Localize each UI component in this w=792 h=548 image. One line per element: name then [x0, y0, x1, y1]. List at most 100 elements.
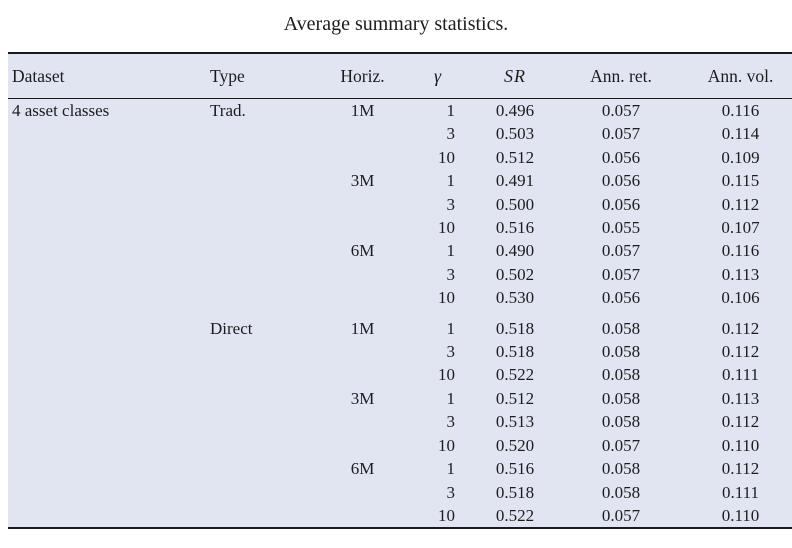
- cell-gamma: 10: [438, 218, 455, 238]
- summary-statistics-table: Dataset Type Horiz. γ SR Ann. ret. Ann. …: [8, 52, 792, 530]
- cell-ann-vol: 0.115: [721, 171, 760, 191]
- cell-ann-vol: 0.112: [721, 342, 760, 362]
- table-row: 3 0.502 0.057 0.113: [8, 263, 792, 286]
- cell-dataset: [8, 387, 194, 410]
- cell-horizon: [315, 286, 410, 309]
- cell-ann-ret: 0.058: [601, 365, 641, 385]
- cell-ann-vol: 0.111: [722, 365, 759, 385]
- cell-ann-ret: 0.057: [601, 435, 641, 455]
- table-row: 10 0.522 0.057 0.110: [8, 504, 792, 528]
- cell-gamma: 10: [438, 288, 455, 308]
- cell-ann-vol: 0.116: [721, 101, 760, 120]
- cell-sr: 0.522: [495, 505, 535, 525]
- cell-sr: 0.496: [495, 101, 535, 120]
- cell-gamma: 1: [446, 171, 456, 191]
- cell-ann-vol: 0.112: [721, 318, 760, 338]
- cell-type: [194, 239, 315, 262]
- cell-gamma: 1: [446, 318, 456, 338]
- cell-ann-ret: 0.057: [601, 264, 641, 284]
- cell-gamma: 3: [446, 194, 456, 214]
- cell-horizon: 6M: [350, 241, 375, 261]
- cell-dataset: [8, 146, 194, 169]
- cell-ann-vol: 0.107: [721, 218, 760, 238]
- col-header-sharpe-ratio: SR: [504, 65, 526, 86]
- cell-dataset: 4 asset classes: [12, 101, 110, 120]
- cell-type: [194, 363, 315, 386]
- cell-dataset: [8, 193, 194, 216]
- cell-ann-ret: 0.057: [601, 241, 641, 261]
- col-header-ann-ret: Ann. ret.: [590, 65, 652, 86]
- cell-ann-ret: 0.056: [601, 288, 641, 308]
- cell-horizon: 3M: [350, 388, 375, 408]
- cell-ann-ret: 0.058: [601, 482, 641, 502]
- table-row: 10 0.512 0.056 0.109: [8, 146, 792, 169]
- cell-ann-ret: 0.055: [601, 218, 641, 238]
- cell-ann-vol: 0.111: [722, 482, 759, 502]
- cell-type: [194, 263, 315, 286]
- cell-sr: 0.502: [495, 264, 535, 284]
- cell-dataset: [8, 457, 194, 480]
- cell-type: [194, 216, 315, 239]
- cell-ann-vol: 0.110: [721, 505, 760, 525]
- cell-ann-ret: 0.058: [601, 412, 641, 432]
- col-header-dataset: Dataset: [12, 65, 65, 86]
- cell-ann-vol: 0.114: [721, 124, 760, 144]
- cell-horizon: [315, 146, 410, 169]
- cell-type: [194, 286, 315, 309]
- cell-type: [194, 434, 315, 457]
- cell-horizon: [315, 193, 410, 216]
- cell-dataset: [8, 434, 194, 457]
- table-row: Direct 1M 1 0.518 0.058 0.112: [8, 310, 792, 340]
- cell-ann-ret: 0.058: [601, 388, 641, 408]
- cell-horizon: [315, 434, 410, 457]
- cell-ann-vol: 0.112: [721, 412, 760, 432]
- cell-ann-ret: 0.056: [601, 194, 641, 214]
- table-row: 3 0.518 0.058 0.112: [8, 340, 792, 363]
- cell-ann-vol: 0.109: [721, 147, 760, 167]
- cell-horizon: [315, 410, 410, 433]
- cell-ann-vol: 0.106: [721, 288, 760, 308]
- table-row: 6M 1 0.490 0.057 0.116: [8, 239, 792, 262]
- cell-type: [194, 504, 315, 528]
- cell-ann-vol: 0.112: [721, 194, 760, 214]
- cell-dataset: [8, 504, 194, 528]
- cell-sr: 0.530: [495, 288, 535, 308]
- cell-type: [194, 169, 315, 192]
- cell-ann-vol: 0.110: [721, 435, 760, 455]
- cell-ann-ret: 0.057: [601, 124, 641, 144]
- table-row: 3 0.503 0.057 0.114: [8, 122, 792, 145]
- cell-dataset: [8, 410, 194, 433]
- cell-sr: 0.513: [495, 412, 535, 432]
- table-row: 6M 1 0.516 0.058 0.112: [8, 457, 792, 480]
- cell-sr: 0.500: [495, 194, 535, 214]
- cell-horizon: 6M: [350, 459, 375, 479]
- cell-type: [194, 193, 315, 216]
- col-header-ann-vol: Ann. vol.: [707, 65, 774, 86]
- cell-gamma: 1: [446, 388, 456, 408]
- cell-sr: 0.516: [495, 218, 535, 238]
- page: Average summary statistics. Dataset Type…: [0, 12, 792, 530]
- cell-dataset: [8, 216, 194, 239]
- cell-gamma: 3: [446, 342, 456, 362]
- cell-gamma: 10: [438, 505, 455, 525]
- cell-type: [194, 387, 315, 410]
- cell-type: Direct: [210, 318, 253, 338]
- cell-dataset: [8, 481, 194, 504]
- cell-gamma: 1: [446, 459, 456, 479]
- cell-type: Trad.: [210, 101, 246, 120]
- cell-dataset: [8, 239, 194, 262]
- cell-horizon: [315, 263, 410, 286]
- cell-gamma: 10: [438, 147, 455, 167]
- cell-dataset: [8, 363, 194, 386]
- cell-ann-ret: 0.056: [601, 171, 641, 191]
- cell-type: [194, 122, 315, 145]
- cell-gamma: 3: [446, 124, 456, 144]
- cell-horizon: [315, 481, 410, 504]
- cell-sr: 0.503: [495, 124, 535, 144]
- cell-sr: 0.516: [495, 459, 535, 479]
- cell-ann-vol: 0.112: [721, 459, 760, 479]
- cell-sr: 0.491: [495, 171, 535, 191]
- cell-ann-ret: 0.058: [601, 342, 641, 362]
- cell-gamma: 3: [446, 264, 456, 284]
- cell-dataset: [8, 169, 194, 192]
